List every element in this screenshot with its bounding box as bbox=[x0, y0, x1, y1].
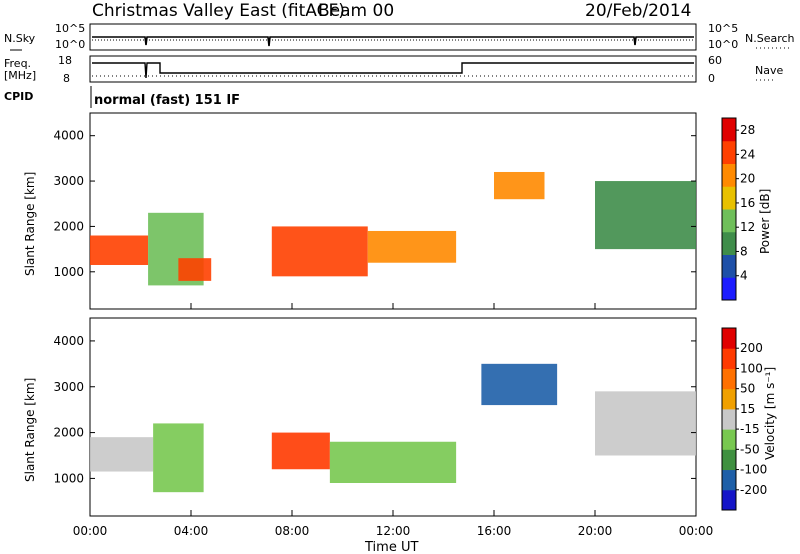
power-colorbar-tick-label: 4 bbox=[740, 269, 748, 283]
power-echo-region bbox=[595, 181, 696, 250]
power-colorbar-segment bbox=[722, 209, 736, 233]
power-colorbar-frame bbox=[721, 117, 737, 301]
velocity-colorbar-segment bbox=[722, 469, 736, 491]
velocity-y-tick-label: 1000 bbox=[53, 471, 84, 485]
velocity-colorbar-segment bbox=[722, 429, 736, 450]
beam-label: Beam 00 bbox=[318, 1, 394, 21]
power-ylabel: Slant Range [km] bbox=[23, 172, 37, 276]
velocity-echo-region bbox=[271, 432, 330, 470]
power-echo-region bbox=[178, 258, 212, 281]
power-panel: 1000 2000 3000 4000 bbox=[53, 112, 697, 310]
nsearch-label: N.Search bbox=[745, 32, 795, 45]
freq-tick-bottom: 8 bbox=[63, 72, 70, 85]
nave-tick-bottom: 0 bbox=[708, 72, 715, 85]
velocity-colorbar-tick-label: 15 bbox=[740, 402, 755, 416]
velocity-y-tick-label: 3000 bbox=[53, 380, 84, 394]
x-tick-label: 00:00 bbox=[679, 524, 714, 538]
x-tick-label: 16:00 bbox=[477, 524, 512, 538]
velocity-colorbar-segment bbox=[722, 449, 736, 471]
nsky-label: N.Sky bbox=[4, 32, 36, 45]
power-y-tick-label: 2000 bbox=[53, 219, 84, 233]
velocity-colorbar-tick-label: -15 bbox=[740, 422, 760, 436]
power-colorbar-tick-label: 20 bbox=[740, 172, 755, 186]
velocity-colorbar-tick-label: 50 bbox=[740, 382, 755, 396]
nsky-scale-bottom: 10^0 bbox=[55, 38, 85, 51]
nsky-scale-top: 10^5 bbox=[55, 22, 85, 35]
freq-tick-top: 18 bbox=[58, 54, 72, 67]
x-tick-label: 12:00 bbox=[376, 524, 411, 538]
x-tick-label: 20:00 bbox=[578, 524, 613, 538]
power-echo-region bbox=[90, 235, 149, 265]
velocity-colorbar-frame bbox=[721, 327, 737, 511]
velocity-colorbar-tick-label: 100 bbox=[740, 361, 763, 375]
velocity-colorbar-segment bbox=[722, 348, 736, 369]
velocity-echo-region bbox=[90, 437, 154, 472]
velocity-echo-region bbox=[329, 441, 457, 483]
power-echo-region bbox=[494, 171, 545, 200]
colorbars: 4 8 12 16 20 24 28 200 100 50 15 -15 -50 -100 -200 bbox=[721, 117, 767, 511]
power-y-tick-label: 3000 bbox=[53, 174, 84, 188]
power-colorbar-tick-label: 12 bbox=[740, 220, 755, 234]
velocity-colorbar-segment bbox=[722, 489, 736, 511]
velocity-y-tick-label: 2000 bbox=[53, 426, 84, 440]
velocity-colorbar-segment bbox=[722, 408, 736, 430]
power-colorbar-segment bbox=[722, 163, 736, 187]
velocity-colorbar-segment bbox=[722, 368, 736, 390]
freq-trace bbox=[92, 62, 694, 79]
x-tick-label: 00:00 bbox=[73, 524, 108, 538]
power-echo-region bbox=[271, 226, 368, 277]
freq-label-line2: [MHz] bbox=[4, 69, 36, 82]
power-cbar-label: Power [dB] bbox=[758, 189, 772, 254]
x-tick-label: 08:00 bbox=[275, 524, 310, 538]
nave-tick-top: 60 bbox=[708, 54, 722, 67]
freq-strip-frame bbox=[89, 55, 697, 83]
nsearch-scale-bottom: 10^0 bbox=[708, 38, 738, 51]
power-colorbar-tick-label: 24 bbox=[740, 147, 755, 161]
x-axis-label: Time UT bbox=[364, 540, 418, 554]
velocity-colorbar-tick-label: -100 bbox=[740, 463, 767, 477]
nave-label: Nave bbox=[755, 64, 783, 77]
x-tick-labels: 00:00 04:00 08:00 12:00 16:00 20:00 00:00 bbox=[73, 524, 714, 538]
power-colorbar-tick-label: 16 bbox=[740, 196, 755, 210]
power-colorbar-segment bbox=[722, 186, 736, 210]
velocity-cbar-label: Velocity [m s⁻¹] bbox=[763, 367, 777, 460]
power-colorbar-tick-label: 8 bbox=[740, 244, 748, 258]
power-colorbar-segment bbox=[722, 231, 736, 255]
cpid-value: normal (fast) 151 IF bbox=[94, 93, 240, 108]
nsky-trace bbox=[92, 36, 694, 47]
power-colorbar-segment bbox=[722, 140, 736, 164]
power-colorbar-segment bbox=[722, 118, 736, 142]
power-y-tick-label: 4000 bbox=[53, 129, 84, 143]
power-colorbar-segment bbox=[722, 277, 736, 301]
freq-label-line1: Freq. bbox=[4, 57, 31, 70]
power-colorbar-tick-label: 28 bbox=[740, 123, 755, 137]
velocity-echo-region bbox=[481, 363, 558, 406]
nsearch-scale-top: 10^5 bbox=[708, 22, 738, 35]
velocity-colorbar-segment bbox=[722, 388, 736, 410]
figure-title: Christmas Valley East (fitACF) bbox=[92, 1, 345, 21]
x-tick-label: 04:00 bbox=[174, 524, 209, 538]
velocity-echo-region bbox=[153, 423, 204, 493]
power-echo-region bbox=[367, 230, 457, 263]
velocity-ylabel: Slant Range [km] bbox=[23, 378, 37, 482]
velocity-colorbar-segment bbox=[722, 328, 736, 349]
power-y-tick-label: 1000 bbox=[53, 265, 84, 279]
cpid-label: CPID bbox=[4, 90, 33, 103]
velocity-y-tick-label: 4000 bbox=[53, 334, 84, 348]
velocity-colorbar-tick-label: -50 bbox=[740, 442, 760, 456]
power-colorbar-segment bbox=[722, 254, 736, 278]
velocity-echo-region bbox=[595, 391, 696, 456]
velocity-colorbar-tick-label: 200 bbox=[740, 341, 763, 355]
nsky-strip-frame bbox=[89, 23, 697, 51]
velocity-colorbar-tick-label: -200 bbox=[740, 483, 767, 497]
velocity-panel: 1000 2000 3000 4000 bbox=[53, 317, 697, 517]
date-label: 20/Feb/2014 bbox=[585, 1, 691, 21]
